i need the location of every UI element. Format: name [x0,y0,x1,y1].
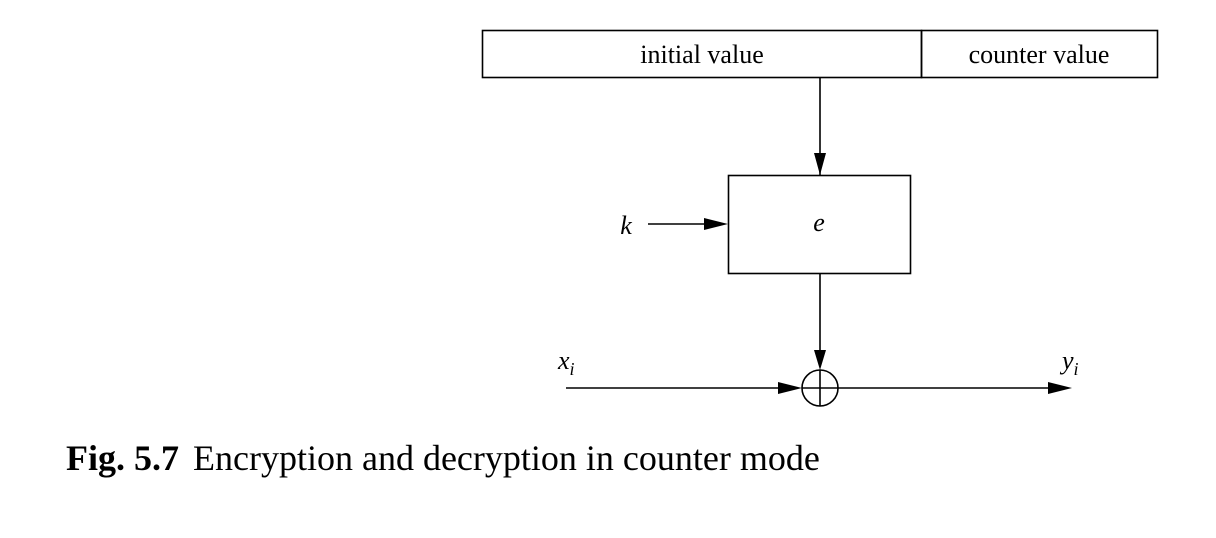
plaintext-subscript: i [570,359,575,379]
encryption-box [727,174,912,275]
ciphertext-arrowhead [1048,382,1072,394]
counter-value-label: counter value [969,40,1110,69]
key-arrowhead [704,218,728,230]
plaintext-arrowhead [778,382,802,394]
initial-value-label: initial value [640,40,763,69]
encryption-block: e [727,174,912,275]
figure-caption: Fig. 5.7 Encryption and decryption in cou… [66,437,820,479]
plaintext-label: xi [557,346,575,379]
input-register: initial value counter value [481,29,1159,79]
encryption-label: e [813,208,825,237]
xor-operator [801,369,839,407]
plaintext-symbol: x [557,346,570,375]
figure-number: Fig. 5.7 [66,438,179,478]
ciphertext-label: yi [1059,346,1079,379]
caption-text: Encryption and decryption in counter mod… [193,438,820,478]
ciphertext-symbol: y [1059,346,1074,375]
key-label: k [620,211,632,240]
cipher-to-xor-arrowhead [814,350,826,370]
ciphertext-subscript: i [1074,359,1079,379]
counter-value-field [920,29,1159,79]
register-to-cipher-arrowhead [814,153,826,175]
